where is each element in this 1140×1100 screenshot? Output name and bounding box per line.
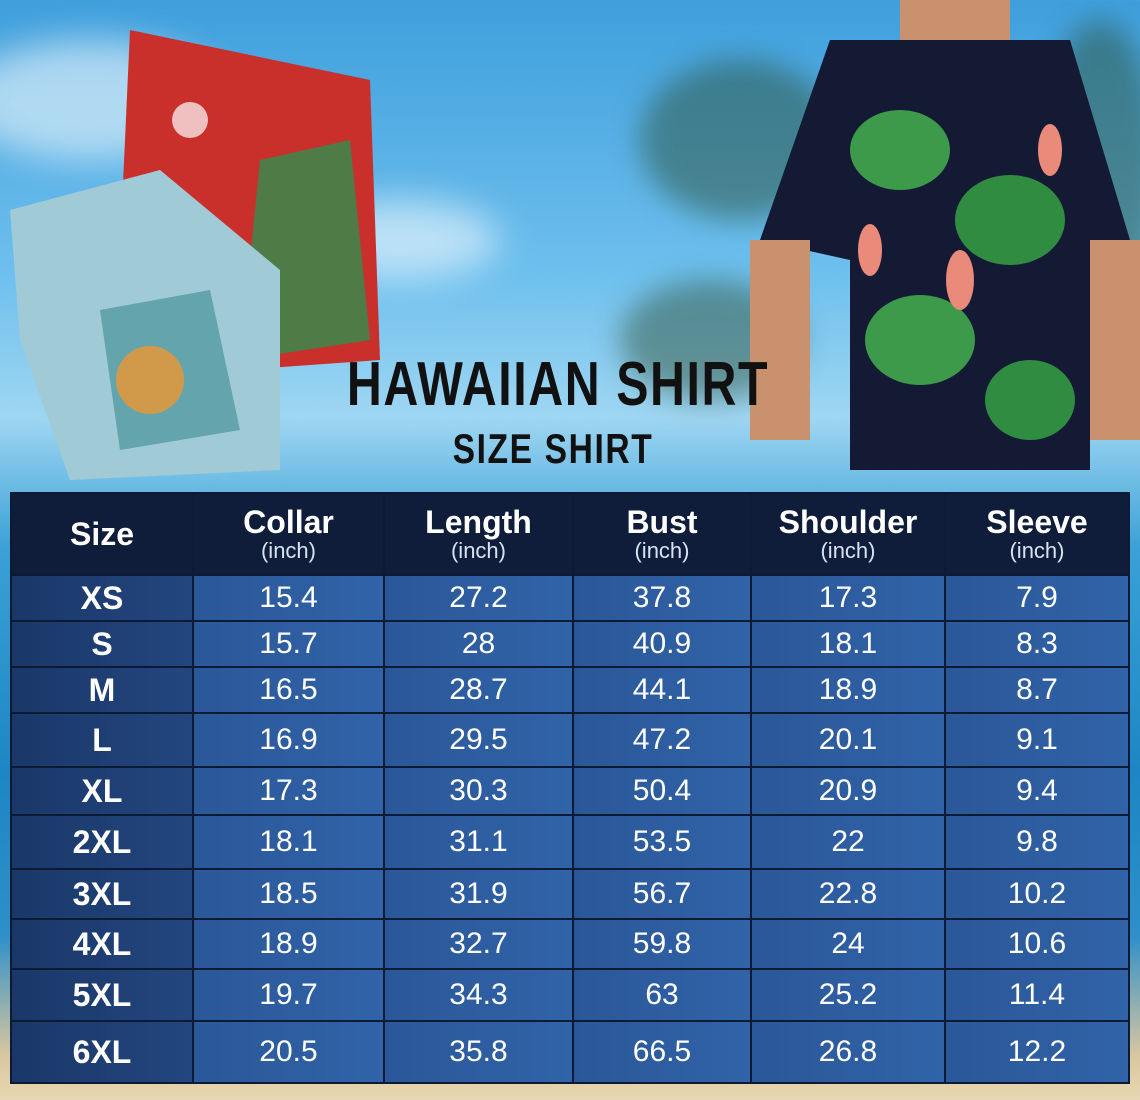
- cell-collar: 17.3: [194, 768, 383, 814]
- header-label: Bust: [626, 504, 698, 540]
- table-row: 4XL 18.9 32.7 59.8 24 10.6: [12, 920, 1128, 968]
- cell-length: 27.2: [385, 576, 572, 620]
- cell-shoulder: 17.3: [752, 576, 944, 620]
- cell-size: XL: [12, 768, 192, 814]
- cell-length: 29.5: [385, 714, 572, 766]
- cell-shoulder: 18.1: [752, 622, 944, 666]
- cell-bust: 44.1: [574, 668, 750, 712]
- cell-sleeve: 12.2: [946, 1022, 1128, 1082]
- cell-shoulder: 20.9: [752, 768, 944, 814]
- cell-shoulder: 26.8: [752, 1022, 944, 1082]
- cell-collar: 16.9: [194, 714, 383, 766]
- cell-sleeve: 8.7: [946, 668, 1128, 712]
- cell-length: 32.7: [385, 920, 572, 968]
- cell-size: M: [12, 668, 192, 712]
- cell-size: XS: [12, 576, 192, 620]
- cell-size: S: [12, 622, 192, 666]
- cell-bust: 37.8: [574, 576, 750, 620]
- page-title: HAWAIIAN SHIRT: [346, 350, 770, 419]
- header-length: Length (inch): [385, 494, 572, 574]
- header-shoulder: Shoulder (inch): [752, 494, 944, 574]
- cell-collar: 15.4: [194, 576, 383, 620]
- cell-shoulder: 22: [752, 816, 944, 868]
- cell-length: 28: [385, 622, 572, 666]
- cell-shoulder: 24: [752, 920, 944, 968]
- cell-collar: 18.5: [194, 870, 383, 918]
- table-row: 6XL 20.5 35.8 66.5 26.8 12.2: [12, 1022, 1128, 1082]
- table-row: 3XL 18.5 31.9 56.7 22.8 10.2: [12, 870, 1128, 918]
- cell-length: 31.1: [385, 816, 572, 868]
- cell-sleeve: 8.3: [946, 622, 1128, 666]
- cell-size: 2XL: [12, 816, 192, 868]
- cell-collar: 15.7: [194, 622, 383, 666]
- header-unit: (inch): [450, 538, 506, 563]
- cell-length: 31.9: [385, 870, 572, 918]
- model-shirt-image: [750, 0, 1140, 470]
- size-chart-table: Size Collar (inch) Length (inch) Bust (inch…: [10, 492, 1130, 1084]
- cell-sleeve: 9.4: [946, 768, 1128, 814]
- header-unit: (inch): [1009, 538, 1065, 563]
- cell-collar: 19.7: [194, 970, 383, 1020]
- table-row: M 16.5 28.7 44.1 18.9 8.7: [12, 668, 1128, 712]
- cell-sleeve: 10.6: [946, 920, 1128, 968]
- cell-sleeve: 9.1: [946, 714, 1128, 766]
- cell-length: 28.7: [385, 668, 572, 712]
- cell-bust: 63: [574, 970, 750, 1020]
- header-label: Collar: [243, 504, 334, 540]
- header-label: Size: [69, 516, 135, 552]
- cell-length: 34.3: [385, 970, 572, 1020]
- cell-bust: 66.5: [574, 1022, 750, 1082]
- header-sleeve: Sleeve (inch): [946, 494, 1128, 574]
- table-row: 5XL 19.7 34.3 63 25.2 11.4: [12, 970, 1128, 1020]
- header-label: Sleeve: [986, 504, 1088, 540]
- cell-bust: 56.7: [574, 870, 750, 918]
- cell-collar: 16.5: [194, 668, 383, 712]
- cell-bust: 53.5: [574, 816, 750, 868]
- table-row: S 15.7 28 40.9 18.1 8.3: [12, 622, 1128, 666]
- header-label: Shoulder: [778, 504, 918, 540]
- header-label: Length: [425, 504, 532, 540]
- cell-size: 6XL: [12, 1022, 192, 1082]
- table-row: L 16.9 29.5 47.2 20.1 9.1: [12, 714, 1128, 766]
- table-header-row: Size Collar (inch) Length (inch) Bust (inch…: [12, 494, 1128, 574]
- header-bust: Bust (inch): [574, 494, 750, 574]
- cell-shoulder: 25.2: [752, 970, 944, 1020]
- cell-shoulder: 20.1: [752, 714, 944, 766]
- table-row: XL 17.3 30.3 50.4 20.9 9.4: [12, 768, 1128, 814]
- cell-collar: 18.9: [194, 920, 383, 968]
- header-collar: Collar (inch): [194, 494, 383, 574]
- page-subtitle: SIZE SHIRT: [452, 425, 654, 472]
- cell-sleeve: 10.2: [946, 870, 1128, 918]
- cell-size: 4XL: [12, 920, 192, 968]
- cell-bust: 47.2: [574, 714, 750, 766]
- header-unit: (inch): [260, 538, 316, 563]
- cell-size: 5XL: [12, 970, 192, 1020]
- cell-shoulder: 18.9: [752, 668, 944, 712]
- cell-length: 30.3: [385, 768, 572, 814]
- cell-collar: 20.5: [194, 1022, 383, 1082]
- cell-sleeve: 7.9: [946, 576, 1128, 620]
- cell-sleeve: 9.8: [946, 816, 1128, 868]
- cell-length: 35.8: [385, 1022, 572, 1082]
- cell-size: 3XL: [12, 870, 192, 918]
- cell-shoulder: 22.8: [752, 870, 944, 918]
- header-size: Size: [12, 494, 192, 574]
- cell-collar: 18.1: [194, 816, 383, 868]
- cell-bust: 50.4: [574, 768, 750, 814]
- cell-size: L: [12, 714, 192, 766]
- table-row: XS 15.4 27.2 37.8 17.3 7.9: [12, 576, 1128, 620]
- cell-bust: 59.8: [574, 920, 750, 968]
- header-unit: (inch): [820, 538, 876, 563]
- cell-bust: 40.9: [574, 622, 750, 666]
- table-row: 2XL 18.1 31.1 53.5 22 9.8: [12, 816, 1128, 868]
- folded-shirts-image: [10, 30, 380, 480]
- header-unit: (inch): [634, 538, 690, 563]
- cell-sleeve: 11.4: [946, 970, 1128, 1020]
